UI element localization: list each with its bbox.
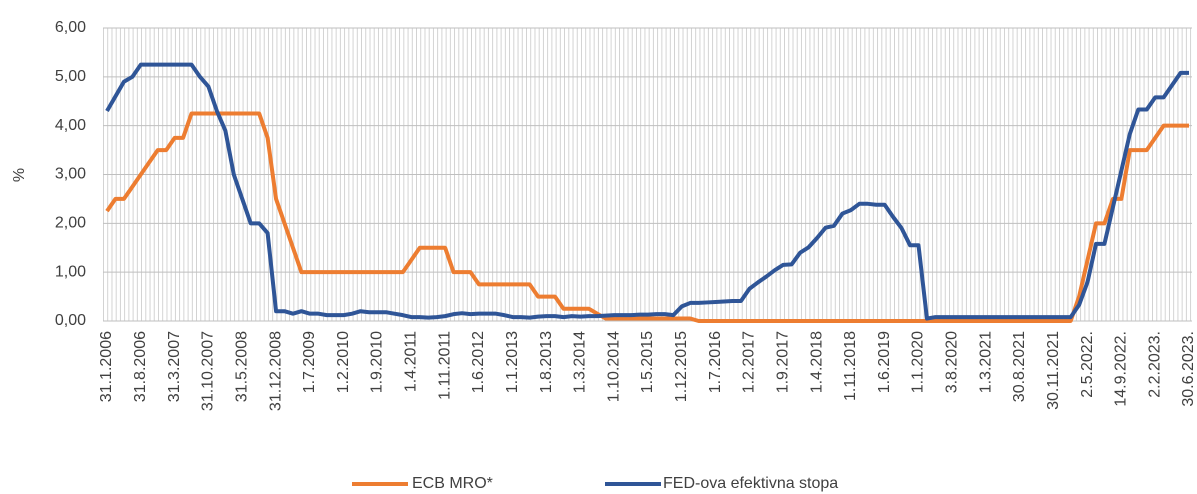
x-tick-label: 30.11.2021 [1045, 331, 1062, 410]
x-tick-label: 1.5.2015 [639, 331, 656, 393]
x-tick-label: 1.4.2011 [403, 331, 420, 392]
x-tick-label: 2.5.2022. [1079, 331, 1096, 398]
x-tick-label: 31.1.2006 [98, 331, 115, 402]
y-axis-label: % [11, 168, 28, 182]
x-tick-label: 1.9.2010 [369, 331, 386, 393]
x-tick-label: 31.10.2007 [200, 331, 217, 411]
y-tick-label: 1,00 [55, 263, 86, 280]
x-tick-label: 1.11.2018 [842, 331, 859, 401]
y-tick-label: 5,00 [55, 68, 86, 85]
x-tick-label: 1.4.2018 [808, 331, 825, 393]
line-series [105, 62, 1189, 321]
x-tick-label: 1.1.2020 [910, 331, 927, 393]
x-tick-label: 31.12.2008 [267, 331, 284, 411]
x-tick-label: 1.7.2009 [301, 331, 318, 393]
x-tick-label: 1.2.2017 [741, 331, 758, 393]
x-tick-label: 1.10.2014 [605, 331, 622, 402]
x-tick-label: 31.5.2008 [233, 331, 250, 402]
x-tick-label: 30.8.2021 [1011, 331, 1028, 402]
x-tick-label: 1.3.2021 [977, 331, 994, 393]
y-tick-label: 6,00 [55, 19, 86, 36]
x-tick-label: 31.8.2006 [132, 331, 149, 402]
y-tick-label: 2,00 [55, 215, 86, 232]
x-tick-label: 1.11.2011 [436, 331, 453, 400]
y-tick-label: 0,00 [55, 312, 86, 329]
x-tick-label: 1.8.2013 [538, 331, 555, 393]
legend-label: FED-ova efektivna stopa [663, 475, 838, 492]
x-tick-label: 1.9.2017 [774, 331, 791, 393]
x-tick-label: 1.6.2012 [470, 331, 487, 393]
legend-label: ECB MRO* [412, 475, 493, 492]
x-tick-label: 14.9.2022. [1113, 331, 1130, 407]
x-tick-label: 30.6.2023. [1180, 331, 1197, 407]
x-tick-label: 1.1.2013 [504, 331, 521, 393]
x-tick-label: 1.12.2015 [673, 331, 690, 402]
y-tick-label: 3,00 [55, 166, 86, 183]
x-tick-label: 3.8.2020 [944, 331, 961, 393]
line-series [105, 111, 1189, 323]
x-tick-label: 1.2.2010 [335, 331, 352, 393]
y-tick-label: 4,00 [55, 117, 86, 134]
x-tick-label: 2.2.2023. [1146, 331, 1163, 398]
x-tick-label: 1.7.2016 [707, 331, 724, 393]
x-tick-label: 31.3.2007 [166, 331, 183, 402]
x-tick-label: 1.3.2014 [572, 331, 589, 393]
x-tick-label: 1.6.2019 [876, 331, 893, 393]
